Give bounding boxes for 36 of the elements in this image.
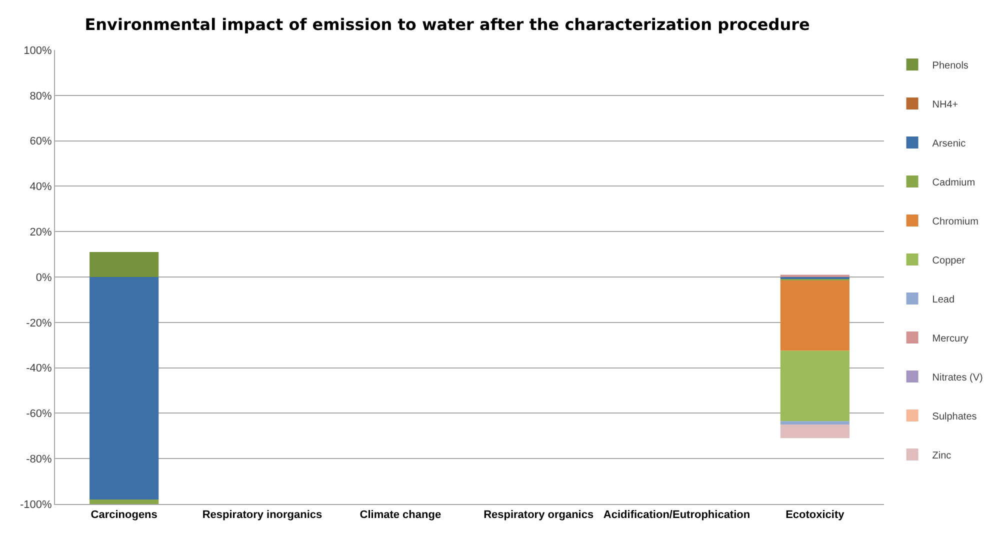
y-tick-label: 20% — [30, 226, 52, 238]
bar — [90, 277, 159, 500]
legend-label: Cadmium — [932, 177, 976, 188]
y-tick-label: -80% — [26, 453, 52, 466]
y-tick-label: 0% — [36, 272, 52, 284]
x-tick-label: Respiratory inorganics — [202, 509, 322, 522]
legend-label: Copper — [932, 255, 966, 266]
y-tick-label: -20% — [26, 317, 52, 330]
legend-label: Mercury — [932, 333, 968, 344]
legend-label: Arsenic — [932, 138, 966, 150]
x-tick-label: Carcinogens — [90, 509, 158, 522]
legend-label: NH4+ — [932, 99, 958, 110]
chart-title: Environmental impact of emission to water after the characterization procedure — [84, 15, 810, 34]
legend-label: Nitrates (V) — [932, 372, 983, 384]
legend-label: Phenols — [932, 60, 968, 72]
bar — [780, 424, 850, 438]
y-tick-label: -40% — [26, 362, 52, 375]
legend-label: Chromium — [932, 216, 978, 228]
y-tick-label: -100% — [20, 498, 52, 511]
bar — [780, 421, 850, 425]
legend-label: Lead — [932, 294, 955, 306]
legend-label: Sulphates — [932, 411, 977, 422]
legend-label: Zinc — [932, 450, 952, 462]
y-tick-label: 80% — [30, 90, 52, 102]
x-tick-label: Climate change — [360, 509, 442, 522]
bar — [90, 499, 159, 504]
x-tick-label: Respiratory organics — [484, 509, 594, 522]
bar — [780, 350, 850, 422]
x-tick-label: Acidification/Eutrophication — [603, 509, 750, 522]
x-tick-label: Ecotoxicity — [786, 509, 846, 522]
bar — [90, 252, 159, 277]
y-tick-label: 40% — [30, 181, 52, 194]
y-tick-label: 100% — [24, 44, 52, 57]
bar — [780, 280, 850, 351]
y-tick-label: -60% — [26, 408, 52, 420]
y-tick-label: 60% — [30, 136, 52, 148]
